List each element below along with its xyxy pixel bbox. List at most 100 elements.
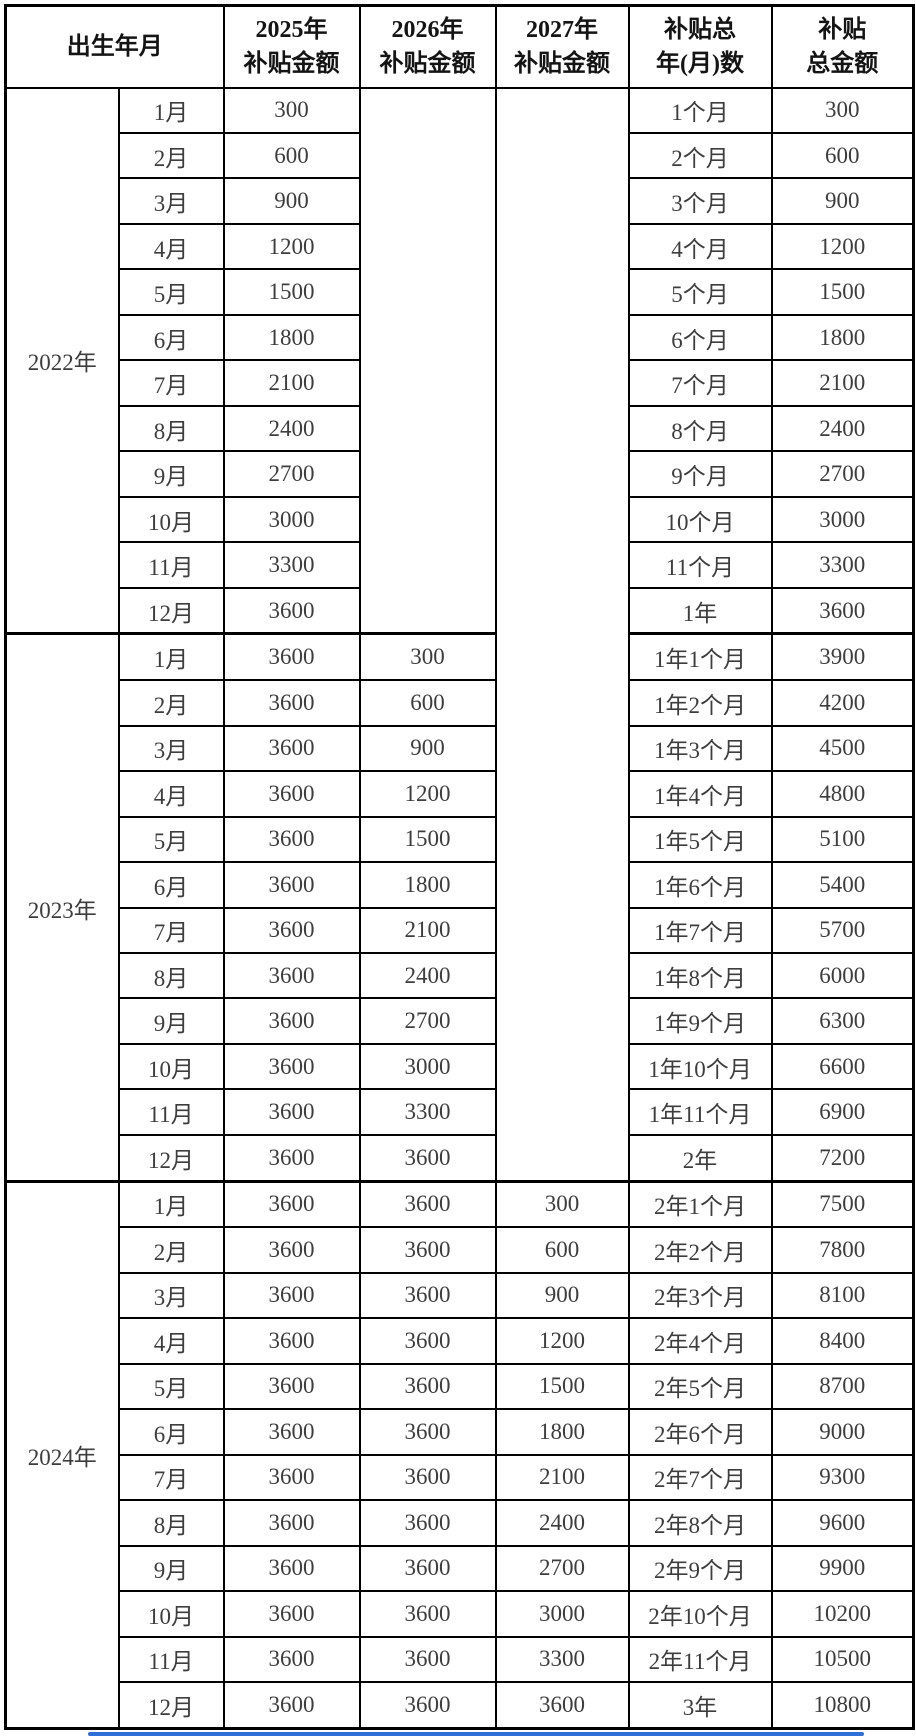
month-cell: 2月 xyxy=(117,131,225,180)
month-cell: 1月 xyxy=(117,632,225,682)
total-cell: 9300 xyxy=(770,1453,915,1502)
month-cell: 7月 xyxy=(117,906,225,954)
period-cell: 10个月 xyxy=(627,495,773,544)
table-row: 5月 3600 3600 1500 2年5个月 8700 xyxy=(6,1362,915,1411)
amount-2025-cell: 3600 xyxy=(222,1499,361,1547)
month-cell: 12月 xyxy=(117,1133,225,1183)
month-cell: 5月 xyxy=(117,815,225,864)
period-cell: 2年9个月 xyxy=(627,1544,773,1593)
year-cell: 2022年 xyxy=(4,86,120,635)
month-cell: 8月 xyxy=(117,1499,225,1547)
header-2027-amount: 2027年 补贴金额 xyxy=(494,4,630,89)
total-cell: 4800 xyxy=(770,770,915,818)
total-cell: 7500 xyxy=(770,1179,915,1229)
period-cell: 2年5个月 xyxy=(627,1362,773,1411)
amount-2025-cell: 3600 xyxy=(222,1544,361,1593)
total-cell: 10200 xyxy=(770,1590,915,1638)
table-row: 3月 3600 3600 900 2年3个月 8100 xyxy=(6,1271,915,1320)
total-cell: 8100 xyxy=(770,1271,915,1320)
total-cell: 7800 xyxy=(770,1226,915,1274)
table-row: 5月 1500 5个月 1500 xyxy=(6,268,915,316)
table-row: 6月 3600 1800 1年6个月 5400 xyxy=(6,861,915,909)
amount-2026-cell: 3600 xyxy=(358,1271,497,1320)
table-row: 11月 3300 11个月 3300 xyxy=(6,541,915,589)
month-cell: 2月 xyxy=(117,679,225,727)
period-cell: 1年7个月 xyxy=(627,906,773,954)
amount-2025-cell: 3600 xyxy=(222,1271,361,1320)
amount-2025-cell: 3600 xyxy=(222,906,361,954)
amount-2026-cell: 1800 xyxy=(358,861,497,909)
period-cell: 1年6个月 xyxy=(627,861,773,909)
month-cell: 9月 xyxy=(117,997,225,1045)
table-row: 2月 3600 3600 600 2年2个月 7800 xyxy=(6,1226,915,1274)
total-cell: 2400 xyxy=(770,404,915,453)
table-row: 11月 3600 3300 1年11个月 6900 xyxy=(6,1088,915,1136)
total-cell: 6600 xyxy=(770,1042,915,1091)
period-cell: 2年11个月 xyxy=(627,1635,773,1684)
month-cell: 1月 xyxy=(117,86,225,134)
amount-2025-cell: 900 xyxy=(222,177,361,225)
month-cell: 4月 xyxy=(117,222,225,271)
header-line: 补贴 xyxy=(818,16,867,43)
amount-2025-cell: 3600 xyxy=(222,815,361,864)
amount-2026-cell: 3600 xyxy=(358,1179,497,1229)
amount-2026-cell: 3600 xyxy=(358,1635,497,1684)
amount-2026-cell: 3600 xyxy=(358,1544,497,1593)
period-cell: 2年4个月 xyxy=(627,1317,773,1365)
amount-2025-cell: 3600 xyxy=(222,1681,361,1730)
month-cell: 12月 xyxy=(117,1681,225,1730)
amount-2027-cell: 1500 xyxy=(494,1362,630,1411)
header-total-periods: 补贴总 年(月)数 xyxy=(627,4,773,89)
table-body: 2022年 1月 300 1个月 300 2月 600 2个月 600 3月 900 3个月 900 4月… xyxy=(4,86,915,1730)
month-cell: 11月 xyxy=(117,541,225,589)
total-cell: 10800 xyxy=(770,1681,915,1730)
table-row: 4月 3600 3600 1200 2年4个月 8400 xyxy=(6,1317,915,1365)
amount-2026-cell: 3600 xyxy=(358,1133,497,1183)
total-cell: 5700 xyxy=(770,906,915,954)
month-cell: 10月 xyxy=(117,1042,225,1091)
merged-empty-2026-cell xyxy=(358,86,497,635)
header-line: 补贴总 xyxy=(664,16,736,43)
amount-2026-cell: 600 xyxy=(358,679,497,727)
amount-2027-cell: 900 xyxy=(494,1271,630,1320)
month-cell: 10月 xyxy=(117,495,225,544)
month-cell: 12月 xyxy=(117,586,225,635)
table-row: 9月 3600 2700 1年9个月 6300 xyxy=(6,997,915,1045)
period-cell: 1年 xyxy=(627,586,773,635)
amount-2025-cell: 2700 xyxy=(222,450,361,498)
table-row: 2024年 1月 3600 3600 300 2年1个月 7500 xyxy=(4,1179,915,1730)
period-cell: 1年11个月 xyxy=(627,1088,773,1136)
amount-2025-cell: 3600 xyxy=(222,1362,361,1411)
amount-2026-cell: 900 xyxy=(358,724,497,773)
amount-2026-cell: 3600 xyxy=(358,1453,497,1502)
month-cell: 6月 xyxy=(117,861,225,909)
amount-2026-cell: 3600 xyxy=(358,1408,497,1456)
month-cell: 4月 xyxy=(117,1317,225,1365)
month-cell: 4月 xyxy=(117,770,225,818)
amount-2025-cell: 3600 xyxy=(222,1635,361,1684)
bottom-accent-line xyxy=(88,1732,864,1736)
total-cell: 6300 xyxy=(770,997,915,1045)
amount-2026-cell: 3000 xyxy=(358,1042,497,1091)
period-cell: 8个月 xyxy=(627,404,773,453)
amount-2025-cell: 3300 xyxy=(222,541,361,589)
amount-2026-cell: 3600 xyxy=(358,1317,497,1365)
month-cell: 3月 xyxy=(117,724,225,773)
total-cell: 1800 xyxy=(770,313,915,362)
period-cell: 7个月 xyxy=(627,359,773,407)
table-row: 5月 3600 1500 1年5个月 5100 xyxy=(6,815,915,864)
period-cell: 1年10个月 xyxy=(627,1042,773,1091)
table-row: 6月 3600 3600 1800 2年6个月 9000 xyxy=(6,1408,915,1456)
table-row: 9月 2700 9个月 2700 xyxy=(6,450,915,498)
total-cell: 10500 xyxy=(770,1635,915,1684)
amount-2025-cell: 3600 xyxy=(222,1317,361,1365)
table-row: 10月 3600 3600 3000 2年10个月 10200 xyxy=(6,1590,915,1638)
amount-2027-cell: 600 xyxy=(494,1226,630,1274)
amount-2026-cell: 2400 xyxy=(358,951,497,1000)
total-cell: 5400 xyxy=(770,861,915,909)
table-row: 7月 3600 2100 1年7个月 5700 xyxy=(6,906,915,954)
period-cell: 1年2个月 xyxy=(627,679,773,727)
header-total-amount: 补贴 总金额 xyxy=(770,4,915,89)
period-cell: 3个月 xyxy=(627,177,773,225)
subsidy-table: 出生年月 2025年 补贴金额 2026年 补贴金额 2027年 补贴金额 补贴… xyxy=(4,4,915,1730)
